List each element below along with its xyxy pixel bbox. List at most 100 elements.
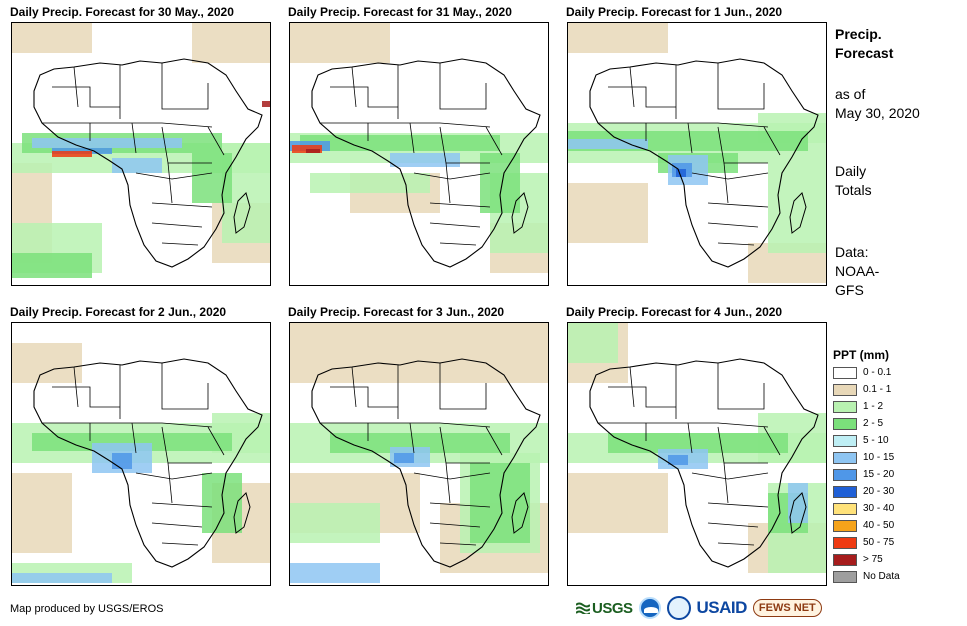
country-border [485, 126, 503, 156]
legend-item: > 75 [833, 551, 953, 568]
country-border [429, 162, 491, 208]
map-credit: Map produced by USGS/EROS [10, 603, 164, 615]
africa-map-svg [290, 23, 548, 273]
precip-area [262, 101, 270, 107]
panel-title: Daily Precip. Forecast for 30 May., 2020 [10, 5, 234, 19]
legend-swatch [833, 451, 857, 464]
africa-map-svg [12, 343, 270, 583]
country-border [367, 122, 415, 154]
country-border [608, 386, 676, 408]
legend-label: 2 - 5 [863, 418, 884, 429]
legend-swatch [833, 536, 857, 549]
precip-area [668, 455, 688, 465]
precip-area [568, 23, 668, 53]
legend-label: 30 - 40 [863, 503, 895, 514]
usgs-logo-text: USGS [592, 599, 633, 617]
country-border [645, 122, 693, 154]
legend-swatch [833, 502, 857, 515]
sidebar-totals: Daily Totals [835, 162, 872, 200]
precip-area [12, 253, 92, 278]
sidebar-as-of: as of May 30, 2020 [835, 85, 920, 123]
precip-area [112, 158, 162, 173]
legend-rows: 0 - 0.1 0.1 - 1 1 - 2 2 - 5 5 - 10 10 - 15 15 … [833, 364, 953, 585]
precip-area [52, 151, 92, 157]
legend-label: 10 - 15 [863, 452, 895, 463]
legend-label: 20 - 30 [863, 486, 895, 497]
country-border [717, 63, 765, 110]
panel-title: Daily Precip. Forecast for 31 May., 2020 [288, 5, 512, 19]
country-border [485, 426, 503, 456]
legend-swatch [833, 366, 857, 379]
country-border [645, 422, 693, 454]
country-border [151, 162, 213, 208]
legend-item: 40 - 50 [833, 517, 953, 534]
sidebar-data-line3: GFS [835, 282, 864, 298]
country-border [320, 422, 491, 428]
forecast-panel-4-jun: Daily Precip. Forecast for 4 Jun., 2020 [566, 304, 836, 586]
usgs-logo: USGS [576, 600, 633, 617]
legend-swatch [833, 570, 857, 583]
country-border [629, 65, 677, 119]
madagascar-outline [789, 492, 807, 534]
country-border [42, 122, 213, 128]
country-border [608, 86, 676, 108]
madagascar-outline [233, 192, 251, 234]
legend-label: > 75 [863, 554, 883, 565]
country-border [320, 122, 491, 128]
country-border [151, 222, 203, 246]
country-border [439, 363, 487, 410]
legend-swatch [833, 383, 857, 396]
legend-swatch [833, 485, 857, 498]
country-border [717, 363, 765, 410]
precip-area [290, 563, 380, 583]
precip-area [12, 343, 82, 383]
country-border [52, 386, 120, 408]
legend-label: 0 - 0.1 [863, 367, 892, 378]
precip-area [32, 138, 182, 148]
precip-map [567, 322, 827, 586]
precip-area [390, 153, 460, 167]
forecast-panel-2-jun: Daily Precip. Forecast for 2 Jun., 2020 [10, 304, 280, 586]
precip-area [290, 503, 380, 543]
country-border [161, 363, 209, 410]
legend-item: No Data [833, 568, 953, 585]
panel-title: Daily Precip. Forecast for 2 Jun., 2020 [10, 305, 227, 319]
sidebar-title-line2: Forecast [835, 45, 894, 61]
legend-item: 2 - 5 [833, 415, 953, 432]
panel-title: Daily Precip. Forecast for 4 Jun., 2020 [566, 305, 783, 319]
sidebar-title-line1: Precip. [835, 26, 882, 42]
sidebar-data-source: Data: NOAA- GFS [835, 243, 879, 300]
precip-area [568, 473, 668, 533]
sidebar-totals-line1: Daily [835, 163, 867, 179]
fews-net-logo-text: FEWS NET [752, 599, 822, 617]
precip-area [300, 135, 500, 151]
precip-area [290, 23, 390, 63]
country-border [763, 126, 781, 156]
precip-area [310, 173, 430, 193]
africa-map-svg [12, 23, 270, 278]
country-border [207, 426, 225, 456]
legend-swatch [833, 417, 857, 430]
country-border [73, 365, 121, 419]
precip-area [12, 23, 92, 53]
africa-map-svg [568, 323, 826, 573]
agency-logos: USGS USAID FEWS NET [576, 594, 828, 622]
precip-area [568, 139, 648, 149]
legend-title: PPT (mm) [833, 348, 890, 362]
precip-area [290, 323, 548, 383]
usaid-logo: USAID [697, 598, 748, 618]
sidebar-data-line1: Data: [835, 244, 869, 260]
forecast-panel-30-may: Daily Precip. Forecast for 30 May., 2020 [10, 4, 280, 286]
legend-label: 5 - 10 [863, 435, 889, 446]
country-border [161, 63, 209, 110]
precip-area [470, 463, 530, 543]
country-border [439, 63, 487, 110]
precip-area [192, 23, 270, 63]
precip-area [394, 453, 414, 463]
country-border [89, 422, 137, 454]
country-border [89, 122, 137, 154]
legend-swatch [833, 468, 857, 481]
country-border [151, 462, 213, 508]
legend-item: 10 - 15 [833, 449, 953, 466]
legend-item: 1 - 2 [833, 398, 953, 415]
